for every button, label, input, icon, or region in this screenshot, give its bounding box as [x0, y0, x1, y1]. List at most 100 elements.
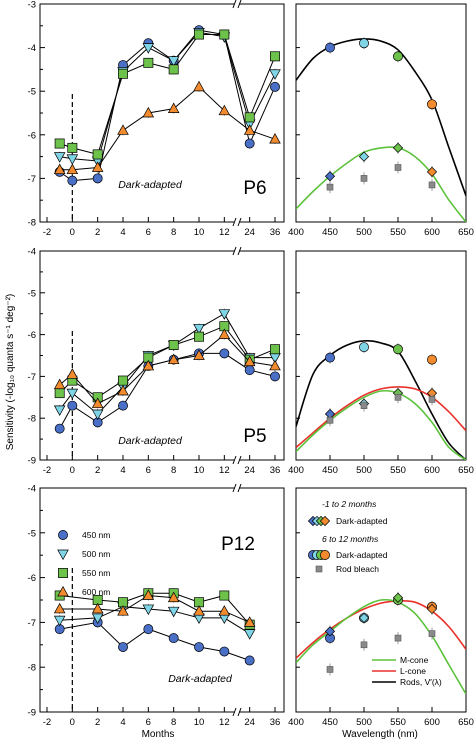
data-point: [143, 624, 154, 635]
legend-label: L-cone: [400, 666, 426, 676]
data-point: [193, 80, 205, 92]
legend-label: 500 nm: [82, 549, 110, 559]
series-line: [59, 333, 276, 405]
spectrum-panel-1: 400 450 500 550 600 650: [288, 3, 474, 238]
data-point: [66, 368, 79, 379]
curve-l-cone: [296, 386, 466, 449]
rod-bleach-point: [394, 393, 402, 401]
data-point: [91, 409, 104, 421]
legend-group-title: -1 to 2 months: [322, 499, 377, 509]
data-point: [91, 161, 104, 172]
y-tick-label: -8: [28, 414, 36, 425]
data-point: [53, 602, 66, 614]
y-tick-label: -4: [28, 247, 36, 258]
x-tick-label: -2: [43, 717, 51, 728]
x-tick-label: 10: [194, 465, 205, 476]
y-tick-label: -3: [28, 0, 36, 11]
x-tick-label: 6: [146, 227, 151, 238]
x-tick-label: 2: [95, 717, 100, 728]
axis-break-gap: [234, 0, 239, 8]
spectral-point: [324, 171, 336, 182]
data-point: [54, 423, 65, 434]
x-tick-label: 24: [244, 717, 255, 728]
spectral-point: [426, 166, 438, 177]
points-group-1: [324, 387, 438, 421]
data-point: [142, 359, 155, 371]
x-tick-label: 0: [70, 717, 75, 728]
data-point: [118, 642, 128, 652]
spectral-point: [358, 612, 370, 624]
series-line: [59, 594, 250, 623]
points-group-2: [326, 627, 436, 676]
data-point: [193, 349, 205, 360]
x-tick-label: 450: [322, 717, 338, 728]
curve-rods: [296, 340, 466, 460]
data-point: [244, 112, 255, 123]
y-tick-label: -6: [28, 330, 36, 341]
axis-break-mark: [232, 246, 237, 256]
y-tick-label: -6: [28, 130, 36, 141]
x-tick-label: 600: [424, 717, 440, 728]
data-point: [270, 81, 280, 92]
spectral-point: [393, 344, 403, 355]
series-line: [59, 31, 276, 162]
data-point: [167, 102, 180, 113]
curve-m-cone: [296, 146, 466, 222]
legend-label: Dark-adapted: [336, 550, 388, 560]
spectral-point: [427, 354, 437, 365]
spectral-point: [392, 592, 404, 603]
data-point: [270, 371, 280, 382]
x-tick-label: 24: [244, 465, 255, 476]
series-line: [59, 86, 276, 171]
spectrum-panel-2: 400 450 500 550 600 650: [288, 250, 474, 476]
data-point: [91, 397, 104, 408]
data-point: [218, 605, 231, 616]
data-point: [219, 646, 230, 657]
x-tick-label: 400: [288, 465, 304, 476]
x-tick-label: 6: [146, 717, 151, 728]
x-tick-label: -2: [43, 227, 51, 238]
x-tick-label: 2: [95, 227, 100, 238]
data-point: [193, 323, 205, 335]
legend-square: [315, 565, 323, 573]
data-point: [243, 629, 256, 640]
legend-marker: [57, 585, 69, 597]
rod-bleach-point: [360, 641, 368, 649]
data-point: [92, 173, 103, 184]
curve-rods: [296, 38, 466, 197]
legend-spectrum: -1 to 2 months Dark-adapted 6 to 12 months…: [307, 499, 442, 687]
data-point: [54, 388, 65, 399]
data-point: [244, 655, 255, 666]
x-tick-label: 550: [390, 227, 406, 238]
x-tick-label: 4: [120, 717, 125, 728]
plot-frame: [295, 3, 467, 223]
rod-bleach-point: [428, 630, 436, 637]
x-tick-label: 600: [424, 227, 440, 238]
x-tick-label: 0: [70, 227, 75, 238]
axis-break-mark: [232, 455, 237, 465]
data-point: [118, 375, 128, 386]
data-point: [244, 365, 255, 376]
y-tick-label: -7: [28, 372, 36, 383]
y-axis-label: Sensitivity (-log₁₀ quanta s⁻¹ deg⁻²): [5, 294, 16, 450]
axis-break-mark: [237, 246, 242, 256]
rod-bleach-point: [428, 181, 436, 189]
legend-label: 550 nm: [82, 568, 110, 578]
legend-label: Rods, V′(λ): [400, 677, 442, 687]
x-tick-label: 10: [194, 227, 205, 238]
data-point: [53, 378, 66, 390]
data-point: [168, 340, 179, 351]
points-group-2: [326, 391, 436, 427]
data-point: [168, 64, 179, 75]
data-point: [244, 138, 255, 149]
plot-frame: [39, 487, 285, 713]
spectral-point: [427, 99, 437, 110]
x-tick-label: -2: [43, 465, 51, 476]
data-point: [53, 615, 66, 627]
x-tick-label: 550: [390, 465, 406, 476]
series-450-nm: [54, 617, 255, 666]
x-axis-label-wavelength: Wavelength (nm): [342, 729, 418, 740]
data-point: [270, 344, 280, 355]
rod-bleach-point: [326, 666, 334, 673]
data-point: [142, 106, 155, 118]
